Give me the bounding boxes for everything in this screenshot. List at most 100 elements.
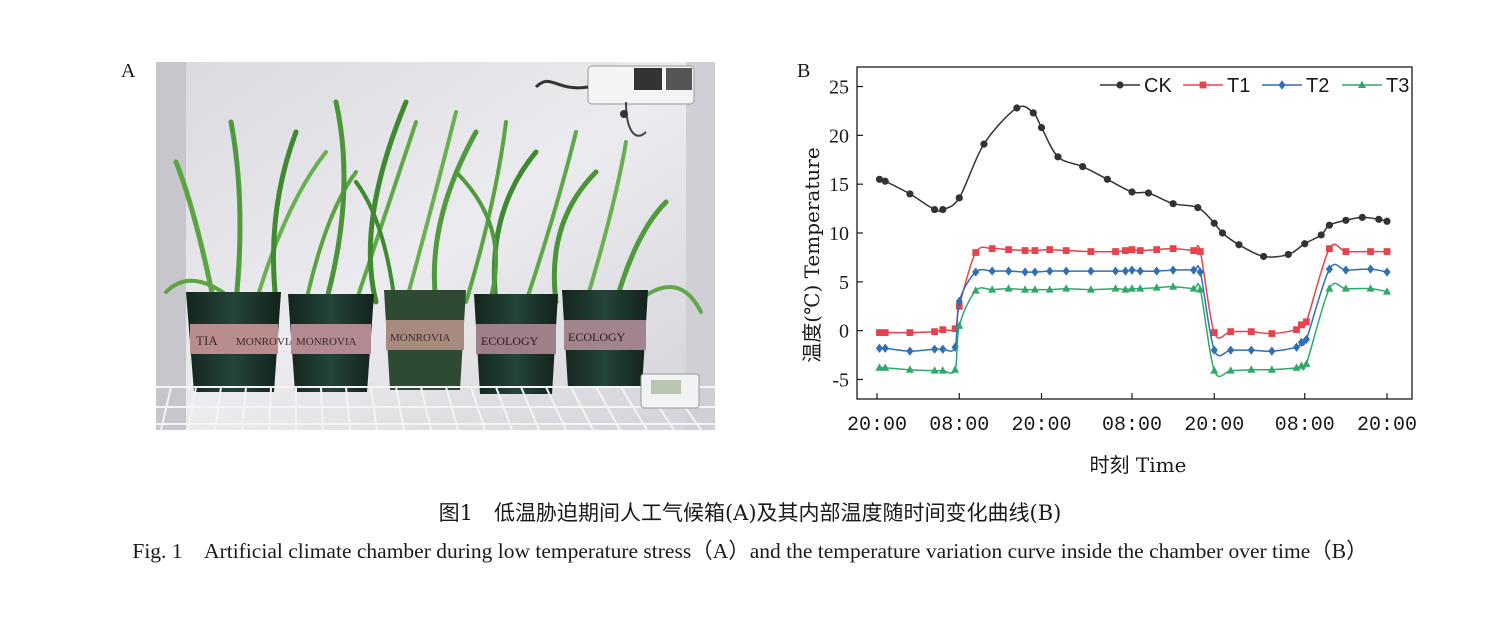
data-point-t1 [955,302,963,310]
legend-marker-t1 [1199,81,1207,89]
y-tick-label: 25 [829,77,849,99]
data-point-t1 [1087,248,1095,255]
data-point-t3 [1062,284,1071,292]
data-point-t1 [1326,245,1333,253]
data-point-t1 [1342,248,1350,255]
data-point-t3 [1030,285,1039,293]
data-point-ck [1383,217,1391,225]
pot-label-5: ECOLOGY [481,334,539,348]
y-tick-label: 10 [829,223,849,245]
pot-label-1: TIA [196,333,218,348]
data-point-t1 [1021,247,1029,254]
data-point-t3 [875,363,884,371]
figure-caption-english: Fig. 1 Artificial climate chamber during… [132,539,1368,563]
y-tick-label: 15 [829,174,849,196]
figure-caption-chinese: 图1 低温胁迫期间人工气候箱(A)及其内部温度随时间变化曲线(B) [438,501,1062,525]
data-point-t1 [1005,246,1013,253]
wire-rack [156,386,715,430]
data-point-t3 [1111,284,1120,292]
data-point-t2 [1136,266,1144,276]
data-point-ck [1218,229,1227,237]
data-point-ck [1013,104,1021,112]
x-tick-label: 20:00 [847,414,907,437]
data-point-t2 [1366,264,1375,274]
data-point-t3 [988,285,997,293]
data-point-t2 [939,344,947,354]
series-t3 [875,282,1391,378]
data-point-t1 [1112,248,1119,255]
legend-marker-t3 [1358,80,1366,88]
data-point-t1 [1268,330,1276,337]
data-point-t1 [881,329,889,336]
legend-label-t2: T2 [1306,75,1329,97]
data-point-t3 [1226,366,1235,374]
data-point-t1 [906,329,914,336]
data-point-t3 [951,365,960,373]
series-ck [875,104,1391,261]
data-point-ck [980,140,988,148]
data-point-t2 [1268,346,1276,356]
data-point-t1 [1122,247,1129,254]
data-point-ck [1210,219,1218,227]
data-point-t3 [1210,366,1219,374]
x-tick-label: 20:00 [1184,414,1244,437]
data-point-t2 [1247,345,1255,355]
data-point-t1 [931,328,938,336]
data-point-t2 [1111,266,1120,276]
data-point-t1 [1031,247,1039,254]
y-axis-title: 温度(℃) Temperature [800,147,824,362]
data-point-t2 [1383,267,1391,277]
data-point-t1 [1062,247,1070,254]
data-point-t3 [1302,359,1311,367]
data-point-t2 [1046,266,1054,276]
data-point-t3 [1297,361,1306,369]
chamber-side-wall [156,62,186,430]
data-point-t2 [930,344,939,354]
legend-marker-ck [1116,81,1124,89]
y-tick-label: 0 [839,321,849,343]
data-point-t2 [881,343,889,353]
data-point-ck [1317,231,1325,239]
legend-label-t3: T3 [1386,75,1409,97]
data-point-t3 [1169,282,1178,290]
data-point-t2 [1062,266,1070,276]
data-point-t1 [1169,245,1177,253]
legend-label-t1: T1 [1227,75,1250,97]
data-point-t1 [1196,248,1204,255]
data-point-ck [1169,200,1177,208]
data-point-ck [955,194,963,202]
data-point-t2 [1196,267,1204,277]
data-point-ck [1260,252,1268,261]
data-point-ck [906,190,914,198]
temperature-chart: -5 0 5 10 15 20 25 20:00 08:00 20:00 08:00 20:00 08:… [800,66,1417,477]
data-point-t2 [1031,267,1039,277]
climate-chamber-photo: TIA MONROVIA MONROVIA MONROVIA ECOLOGY E… [156,62,715,430]
data-point-ck [1375,215,1383,223]
data-point-t3 [955,321,964,329]
data-point-ck [1054,153,1062,161]
data-point-t3 [1128,284,1136,292]
data-point-t2 [906,346,914,356]
data-point-t2 [1227,345,1235,355]
data-point-t3 [1292,363,1301,371]
data-point-t2 [1087,266,1095,276]
data-point-t2 [1325,264,1334,274]
data-point-t1 [1298,321,1305,329]
data-point-t1 [1136,247,1144,254]
data-point-t3 [905,365,914,373]
pot-label-6: ECOLOGY [568,330,626,344]
data-point-t3 [1383,287,1391,295]
sensor-device [534,65,695,137]
data-point-ck [881,177,889,185]
data-point-t3 [971,286,980,294]
data-point-t3 [1045,285,1054,293]
data-point-t1 [1383,248,1391,255]
data-point-t2 [1342,265,1350,275]
data-point-t1 [1302,318,1310,326]
data-point-t1 [939,326,947,334]
data-point-ck [1284,250,1292,259]
data-point-ck [1079,163,1087,171]
legend-label-ck: CK [1144,75,1172,97]
data-point-t1 [1046,246,1054,253]
x-tick-label: 08:00 [929,414,989,437]
